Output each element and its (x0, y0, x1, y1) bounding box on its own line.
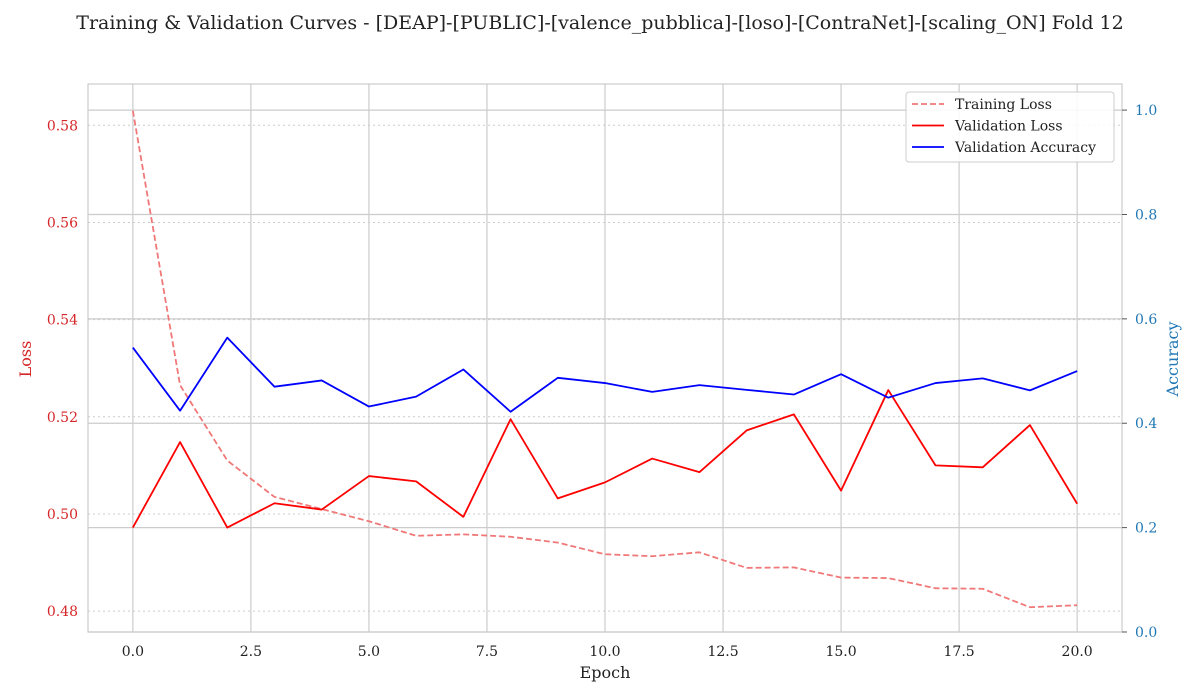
x-axis-label: Epoch (580, 663, 631, 682)
left-y-tick-label: 0.52 (47, 410, 78, 426)
left-y-tick-labels: 0.48 0.50 0.52 0.54 0.56 0.58 (47, 118, 78, 620)
validation-accuracy-line (132, 336, 1078, 413)
x-tick-label: 5.0 (358, 644, 380, 660)
plot-frame (87, 83, 1123, 633)
left-y-tick-label: 0.54 (47, 313, 78, 329)
training-loss-line (131, 110, 1078, 609)
left-y-axis-label: Loss (16, 341, 35, 378)
legend-box (905, 91, 1115, 163)
left-y-tick-label: 0.58 (47, 118, 78, 134)
legend-label-training-loss: Training Loss (955, 97, 1052, 113)
x-grid (132, 84, 1078, 632)
x-tick-label: 7.5 (476, 644, 498, 660)
x-tick-label: 10.0 (589, 644, 620, 660)
x-tick-label: 15.0 (825, 644, 856, 660)
right-y-tick-label: 0.2 (1135, 521, 1157, 537)
left-y-tick-label: 0.48 (47, 604, 78, 620)
x-tick-label: 17.5 (944, 644, 975, 660)
legend-label-validation-loss: Validation Loss (954, 119, 1063, 135)
x-tick-label: 2.5 (240, 644, 262, 660)
series-layer (131, 110, 1078, 609)
right-y-tick-label: 1.0 (1135, 103, 1157, 119)
right-y-tick-label: 0.6 (1135, 312, 1157, 328)
right-y-tick-label: 0.8 (1135, 207, 1157, 223)
right-y-tick-label: 0.0 (1135, 625, 1157, 641)
legend-label-validation-accuracy: Validation Accuracy (954, 140, 1096, 156)
right-y-axis-label: Accuracy (1163, 322, 1182, 398)
x-tick-labels: 0.0 2.5 5.0 7.5 10.0 12.5 15.0 17.5 20.0 (122, 644, 1093, 660)
x-tick-label: 20.0 (1062, 644, 1093, 660)
left-y-tick-label: 0.50 (47, 507, 78, 523)
x-tick-label: 12.5 (707, 644, 738, 660)
validation-loss-line (132, 389, 1078, 529)
x-tick-label: 0.0 (122, 644, 144, 660)
chart-title: Training & Validation Curves - [DEAP]-[P… (76, 12, 1123, 34)
legend: Training Loss Validation Loss Validation A… (905, 91, 1115, 163)
left-y-tick-label: 0.56 (47, 215, 78, 231)
right-y-tick-labels: 0.0 0.2 0.4 0.6 0.8 1.0 (1122, 103, 1157, 641)
right-y-tick-label: 0.4 (1135, 416, 1157, 432)
